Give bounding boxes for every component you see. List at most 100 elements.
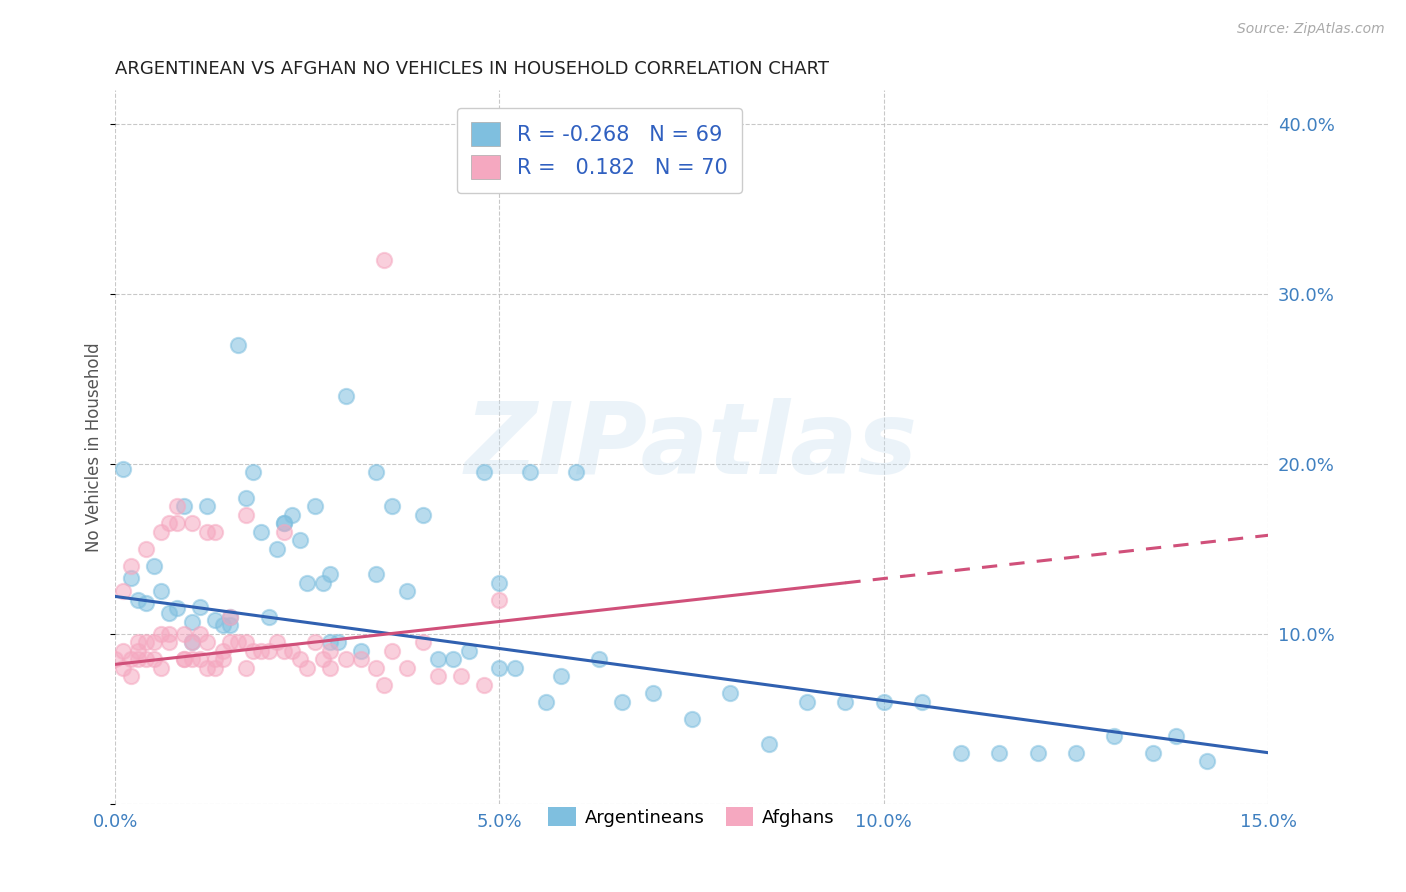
Point xyxy=(366,466,388,480)
Point xyxy=(266,541,288,556)
Point xyxy=(188,652,211,666)
Point xyxy=(319,644,342,658)
Point xyxy=(235,635,257,649)
Point xyxy=(488,575,510,590)
Point xyxy=(211,618,233,632)
Point xyxy=(181,615,204,629)
Point xyxy=(366,661,388,675)
Point xyxy=(366,567,388,582)
Point xyxy=(166,500,188,514)
Point xyxy=(188,627,211,641)
Point xyxy=(319,635,342,649)
Point xyxy=(534,695,557,709)
Point xyxy=(127,652,149,666)
Point xyxy=(503,661,526,675)
Point xyxy=(166,601,188,615)
Point xyxy=(519,466,541,480)
Point xyxy=(142,558,165,573)
Point xyxy=(195,500,218,514)
Point xyxy=(335,652,357,666)
Point xyxy=(257,644,280,658)
Point xyxy=(127,592,149,607)
Point xyxy=(281,508,304,522)
Point xyxy=(450,669,472,683)
Point xyxy=(335,389,357,403)
Point xyxy=(312,652,335,666)
Point xyxy=(226,635,249,649)
Point xyxy=(204,613,226,627)
Point xyxy=(181,635,204,649)
Point xyxy=(235,508,257,522)
Point xyxy=(111,584,134,599)
Point xyxy=(181,516,204,531)
Point xyxy=(457,644,479,658)
Point xyxy=(273,516,295,531)
Point xyxy=(157,607,180,621)
Point xyxy=(288,652,311,666)
Point xyxy=(441,652,464,666)
Point xyxy=(157,627,180,641)
Point xyxy=(120,669,142,683)
Point xyxy=(1026,746,1049,760)
Point xyxy=(1064,746,1087,760)
Point xyxy=(796,695,818,709)
Point xyxy=(195,635,218,649)
Point xyxy=(242,644,264,658)
Point xyxy=(120,571,142,585)
Point xyxy=(173,627,195,641)
Point xyxy=(565,466,588,480)
Text: ARGENTINEAN VS AFGHAN NO VEHICLES IN HOUSEHOLD CORRELATION CHART: ARGENTINEAN VS AFGHAN NO VEHICLES IN HOU… xyxy=(115,60,830,78)
Legend: Argentineans, Afghans: Argentineans, Afghans xyxy=(541,800,842,834)
Point xyxy=(173,500,195,514)
Point xyxy=(188,599,211,614)
Point xyxy=(181,635,204,649)
Point xyxy=(111,644,134,658)
Point xyxy=(166,516,188,531)
Point xyxy=(181,652,204,666)
Point xyxy=(297,575,319,590)
Point xyxy=(488,592,510,607)
Text: ZIPatlas: ZIPatlas xyxy=(465,399,918,495)
Point xyxy=(219,635,242,649)
Point xyxy=(219,609,242,624)
Point xyxy=(427,669,450,683)
Point xyxy=(104,652,127,666)
Point xyxy=(226,338,249,352)
Point xyxy=(681,712,703,726)
Point xyxy=(250,644,273,658)
Point xyxy=(1104,729,1126,743)
Point xyxy=(120,652,142,666)
Point xyxy=(873,695,896,709)
Point xyxy=(195,524,218,539)
Point xyxy=(1142,746,1164,760)
Point xyxy=(373,678,395,692)
Point xyxy=(326,635,349,649)
Point xyxy=(250,524,273,539)
Point xyxy=(150,627,173,641)
Point xyxy=(135,635,157,649)
Point xyxy=(319,567,342,582)
Point xyxy=(257,609,280,624)
Point xyxy=(127,644,149,658)
Point xyxy=(472,466,495,480)
Text: Source: ZipAtlas.com: Source: ZipAtlas.com xyxy=(1237,22,1385,37)
Point xyxy=(273,524,295,539)
Point xyxy=(381,500,404,514)
Point xyxy=(211,652,233,666)
Point xyxy=(150,524,173,539)
Point xyxy=(949,746,972,760)
Point xyxy=(412,508,434,522)
Point xyxy=(242,466,264,480)
Point xyxy=(612,695,634,709)
Point xyxy=(142,652,165,666)
Point xyxy=(219,609,242,624)
Point xyxy=(350,652,373,666)
Point xyxy=(1164,729,1187,743)
Point xyxy=(472,678,495,692)
Point xyxy=(150,661,173,675)
Point xyxy=(135,652,157,666)
Point xyxy=(758,737,780,751)
Point xyxy=(381,644,404,658)
Point xyxy=(488,661,510,675)
Point xyxy=(550,669,572,683)
